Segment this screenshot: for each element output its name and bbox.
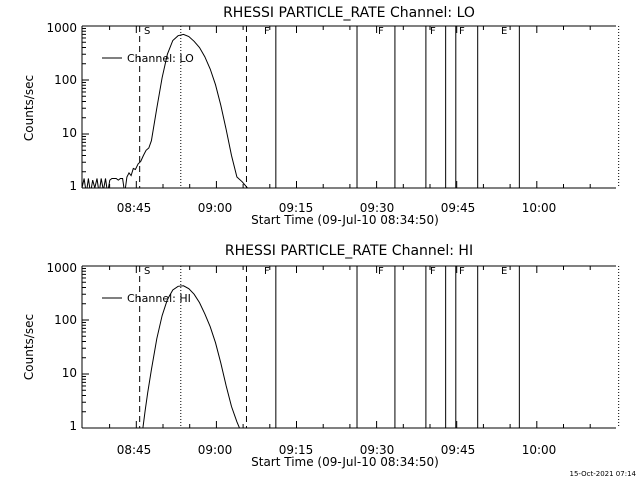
y-tick-label: 100 [54, 313, 77, 327]
y-tick-labels: 1 10 100 1000 [46, 21, 77, 193]
y-tick-label: 1000 [46, 261, 77, 275]
y-tick-label: 1 [69, 419, 77, 433]
y-tick-label: 100 [54, 73, 77, 87]
y-axis-label: Counts/sec [22, 75, 36, 141]
marker-label: F [264, 266, 270, 277]
legend-label: Channel: HI [127, 292, 191, 305]
y-tick-labels: 1 10 100 1000 [46, 261, 77, 433]
y-tick-label: 1000 [46, 21, 77, 35]
marker-label: F [430, 266, 436, 277]
x-tick-labels: 08:45 09:00 09:15 09:30 09:45 10:00 [117, 201, 557, 215]
x-tick-label: 08:45 [117, 443, 152, 457]
timestamp: 15-Oct-2021 07:14 [570, 470, 637, 478]
series-line [142, 285, 241, 428]
marker-label: F [378, 26, 384, 37]
marker-label: F [378, 266, 384, 277]
x-tick-label: 09:45 [441, 201, 476, 215]
legend-label: Channel: LO [127, 52, 194, 65]
x-tick-label: 10:00 [522, 443, 557, 457]
chart-title: RHESSI PARTICLE_RATE Channel: HI [225, 243, 473, 259]
x-axis-label: Start Time (09-Jul-10 08:34:50) [251, 213, 439, 227]
x-axis-label: Start Time (09-Jul-10 08:34:50) [251, 455, 439, 469]
y-tick-label: 1 [69, 179, 77, 193]
chart-title: RHESSI PARTICLE_RATE Channel: LO [223, 5, 475, 21]
x-tick-labels: 08:45 09:00 09:15 09:30 09:45 10:00 [117, 443, 557, 457]
panel-hi: RHESSI PARTICLE_RATE Channel: HI Counts/… [22, 243, 556, 469]
y-tick-label: 10 [62, 366, 77, 380]
marker-label: E [501, 266, 507, 277]
panel-lo: RHESSI PARTICLE_RATE Channel: LO Counts/… [22, 5, 556, 227]
legend: Channel: HI [102, 292, 191, 305]
marker-label: F [264, 26, 270, 37]
marker-label: S [144, 266, 150, 277]
series-line [82, 33, 249, 188]
marker-label: F [459, 26, 465, 37]
x-tick-label: 10:00 [522, 201, 557, 215]
x-tick-label: 09:15 [279, 443, 314, 457]
event-marker-labels: S F F F F E [144, 26, 507, 37]
y-axis-label: Counts/sec [22, 314, 36, 380]
marker-label: F [459, 266, 465, 277]
marker-label: E [501, 26, 507, 37]
x-tick-label: 09:30 [360, 443, 395, 457]
x-tick-label: 09:00 [198, 201, 233, 215]
legend: Channel: LO [102, 52, 194, 65]
x-tick-label: 08:45 [117, 201, 152, 215]
marker-label: F [430, 26, 436, 37]
x-tick-label: 09:00 [198, 443, 233, 457]
x-tick-label: 09:15 [279, 201, 314, 215]
y-tick-label: 10 [62, 126, 77, 140]
x-tick-label: 09:45 [441, 443, 476, 457]
marker-label: S [144, 26, 150, 37]
event-marker-labels: S F F F F E [144, 266, 507, 277]
x-tick-label: 09:30 [360, 201, 395, 215]
